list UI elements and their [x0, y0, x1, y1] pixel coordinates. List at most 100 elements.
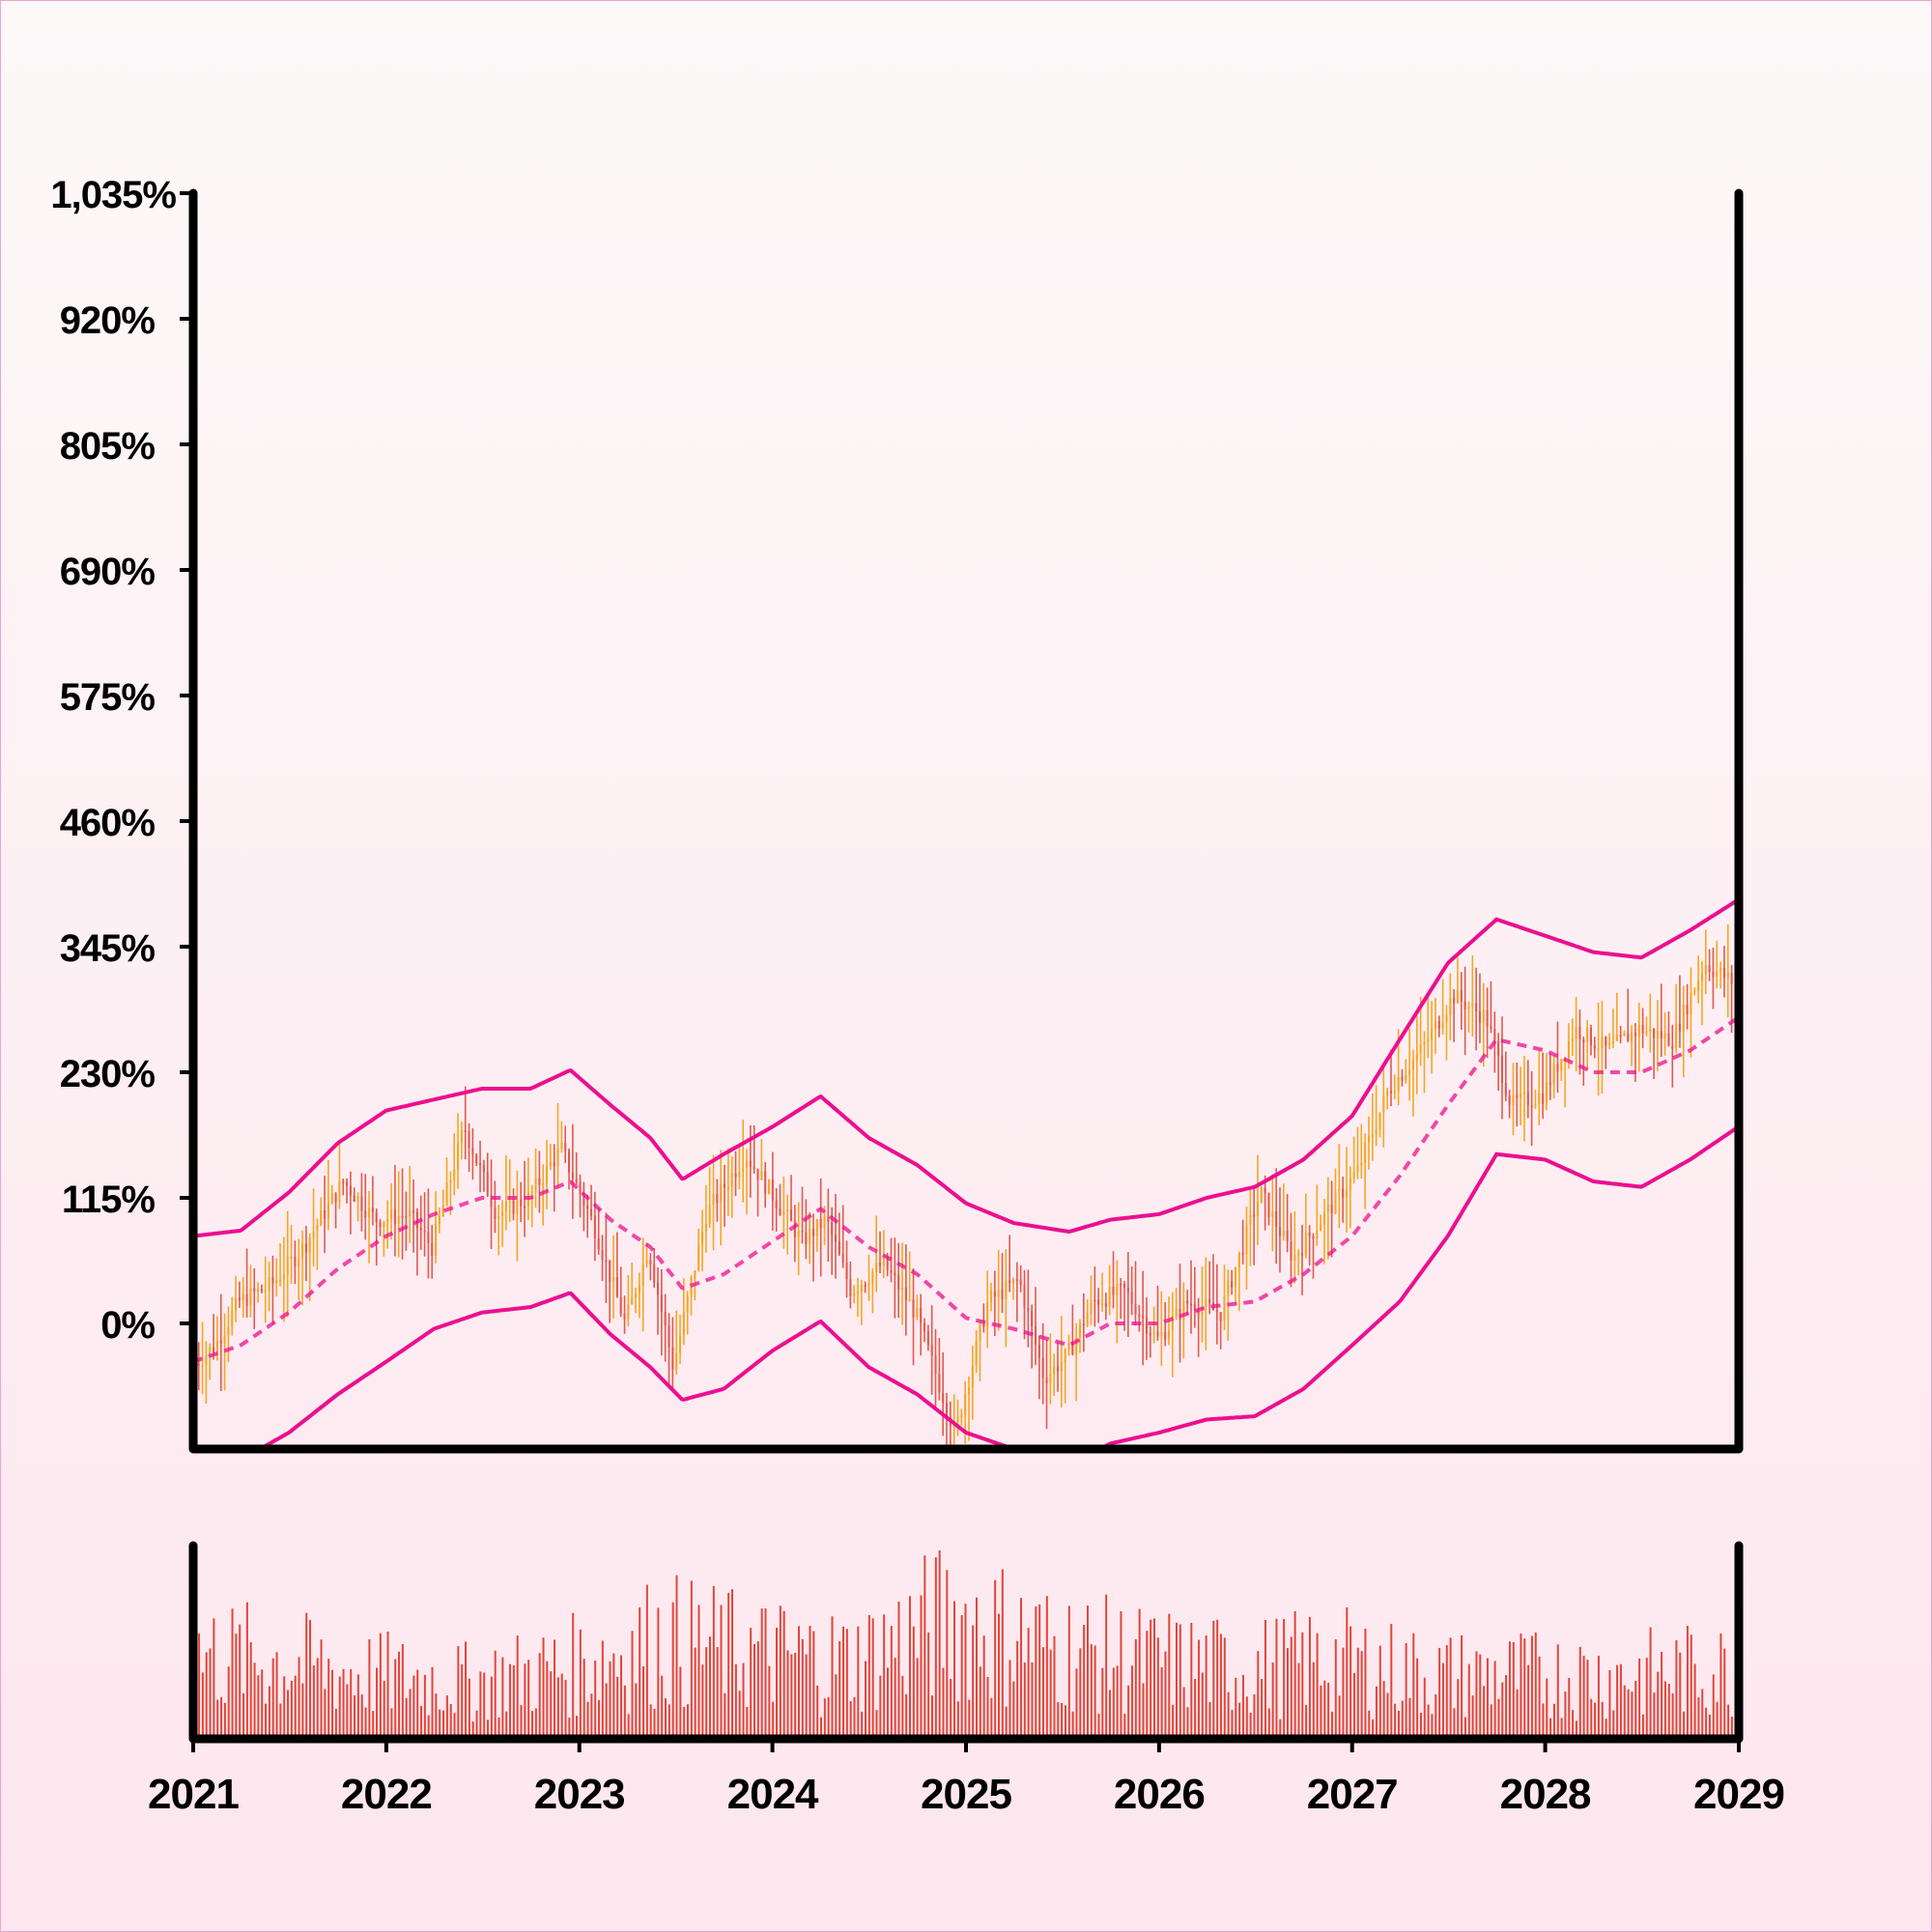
- candle-body: [1520, 1093, 1522, 1098]
- candle-body: [834, 1235, 838, 1242]
- x-tick-label: 2022: [341, 1771, 432, 1818]
- volume-bar: [671, 1602, 674, 1739]
- candle-body: [782, 1210, 785, 1215]
- candle-body: [1330, 1204, 1333, 1214]
- volume-bar: [390, 1708, 393, 1739]
- volume-bar: [1360, 1651, 1363, 1739]
- volume-bar: [512, 1664, 515, 1739]
- volume-bar: [938, 1550, 941, 1739]
- volume-bar: [416, 1669, 419, 1739]
- candle-body: [1386, 1091, 1389, 1096]
- candle-body: [623, 1314, 626, 1320]
- candle-body: [938, 1374, 941, 1393]
- volume-bar: [620, 1655, 623, 1739]
- volume-bar: [554, 1639, 556, 1739]
- candle-body: [1001, 1289, 1004, 1300]
- candle-body: [1149, 1333, 1151, 1336]
- candle-body: [1530, 1105, 1533, 1108]
- volume-bar: [1590, 1698, 1593, 1739]
- volume-bar: [1267, 1708, 1270, 1739]
- volume-bar: [468, 1678, 470, 1739]
- candle-body: [1571, 1038, 1574, 1041]
- volume-bar: [1086, 1605, 1089, 1739]
- volume-bar: [350, 1669, 353, 1739]
- volume-bar: [661, 1675, 664, 1739]
- volume-bar: [853, 1696, 856, 1739]
- volume-bar: [875, 1710, 878, 1739]
- candle-body: [1411, 1059, 1415, 1071]
- candle-body: [1078, 1323, 1082, 1338]
- y-tick-label: 1,035%: [50, 174, 176, 216]
- volume-bar: [1257, 1651, 1260, 1739]
- volume-bar: [794, 1652, 797, 1739]
- candle-body: [490, 1195, 493, 1208]
- volume-bar: [930, 1695, 933, 1739]
- candle-body: [1582, 1039, 1585, 1043]
- candle-body: [926, 1331, 929, 1346]
- volume-bar: [712, 1585, 715, 1739]
- candle-body: [864, 1285, 867, 1288]
- volume-bar: [727, 1592, 730, 1739]
- volume-bar: [1667, 1683, 1670, 1739]
- volume-bar: [1471, 1695, 1474, 1739]
- volume-bar: [231, 1608, 234, 1739]
- candle-body: [290, 1256, 293, 1259]
- candle-body: [1264, 1187, 1266, 1194]
- volume-bar: [1394, 1703, 1397, 1739]
- volume-bar: [475, 1710, 478, 1739]
- candle-body: [809, 1229, 811, 1245]
- candle-body: [734, 1173, 737, 1178]
- candle-body: [708, 1205, 711, 1224]
- volume-bar: [742, 1662, 745, 1739]
- volume-bar: [598, 1700, 601, 1739]
- candle-body: [1634, 1032, 1637, 1037]
- candle-body: [1009, 1280, 1011, 1284]
- candle-body: [501, 1211, 504, 1216]
- candle-body: [1067, 1343, 1070, 1350]
- candle-body: [1693, 990, 1696, 993]
- candle-body: [960, 1414, 963, 1417]
- volume-bar: [690, 1580, 693, 1739]
- volume-bar: [1346, 1606, 1349, 1739]
- candle-body: [1623, 1033, 1626, 1036]
- x-tick-label: 2025: [921, 1771, 1011, 1818]
- candle-body: [1730, 973, 1733, 984]
- volume-bar: [972, 1625, 975, 1739]
- volume-bar: [1405, 1642, 1407, 1739]
- volume-bar: [582, 1659, 585, 1739]
- volume-bar: [1412, 1633, 1415, 1739]
- volume-bar: [1227, 1691, 1230, 1739]
- volume-bar: [239, 1624, 242, 1739]
- candle-body: [1393, 1091, 1396, 1094]
- candle-body: [589, 1208, 593, 1216]
- candle-body: [1545, 1082, 1548, 1104]
- y-tick-label: 0%: [100, 1304, 155, 1347]
- candle-body: [538, 1178, 541, 1185]
- candle-body: [397, 1215, 400, 1224]
- candle-body: [1500, 1055, 1504, 1084]
- volume-bar: [1663, 1681, 1666, 1739]
- candle-body: [686, 1295, 689, 1313]
- volume-bar: [861, 1711, 864, 1739]
- volume-bar: [986, 1676, 989, 1739]
- candle-body: [1282, 1230, 1285, 1236]
- candle-body: [920, 1307, 923, 1323]
- volume-bar: [782, 1610, 785, 1739]
- candle-body: [482, 1165, 485, 1173]
- candles: [193, 898, 1739, 1449]
- volume-bar: [497, 1717, 500, 1739]
- candle-body: [1471, 1003, 1474, 1007]
- volume-bar: [1334, 1638, 1337, 1739]
- candle-body: [1667, 1033, 1670, 1046]
- volume-bar: [1401, 1700, 1404, 1739]
- candle-body: [1345, 1190, 1349, 1198]
- candle-body: [1322, 1211, 1326, 1225]
- candle-body: [346, 1181, 349, 1186]
- volume-bar: [1631, 1691, 1634, 1739]
- candle-body: [1116, 1283, 1119, 1295]
- volume-bar: [1723, 1648, 1726, 1739]
- candle-body: [1122, 1284, 1126, 1288]
- volume-bar: [675, 1575, 678, 1739]
- volume-axes-spine: [188, 1541, 1744, 1744]
- candle-body: [553, 1162, 555, 1167]
